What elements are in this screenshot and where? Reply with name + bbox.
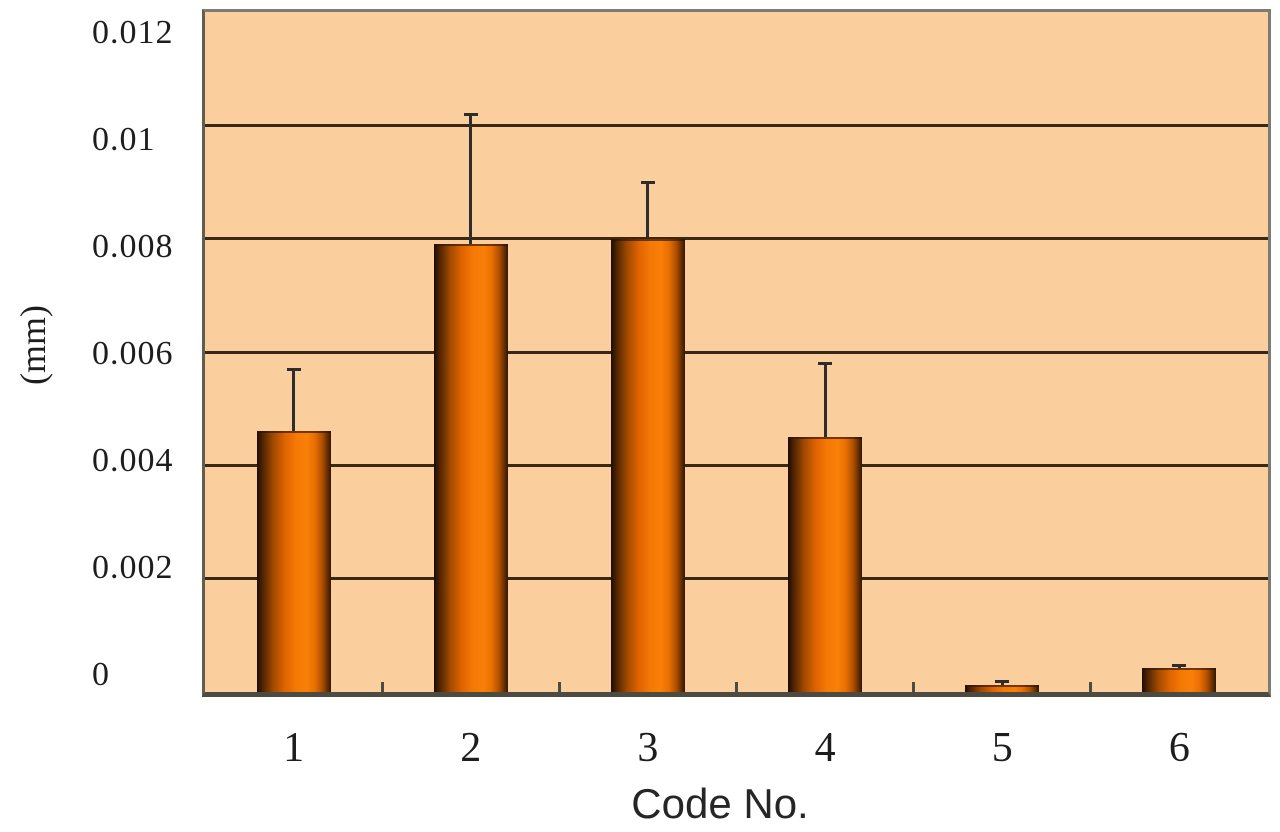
x-axis-tick-4 <box>912 682 916 692</box>
x-tick-label-4: 4 <box>814 725 836 771</box>
y-tick-label-0.008: 0.008 <box>92 228 174 265</box>
error-bar-line-5 <box>1000 680 1004 686</box>
x-tick-label-5: 5 <box>991 725 1013 771</box>
x-axis-tick-3 <box>735 682 738 692</box>
bar-code-5 <box>965 685 1040 692</box>
error-bar-cap-1 <box>286 368 301 371</box>
y-tick-label-0.004: 0.004 <box>92 442 174 479</box>
error-bar-cap-4 <box>818 362 833 366</box>
error-bar-cap-3 <box>640 181 655 184</box>
y-tick-label-0.002: 0.002 <box>92 549 174 586</box>
y-tick-label-0.006: 0.006 <box>92 335 174 372</box>
bar-code-1 <box>256 431 331 692</box>
bar-code-6 <box>1142 668 1217 692</box>
plot-area <box>202 9 1271 697</box>
bar-code-3 <box>610 238 685 692</box>
gridline-0.004 <box>205 463 1268 467</box>
y-tick-label-0.012: 0.012 <box>92 14 174 51</box>
error-bar-cap-6 <box>1172 663 1187 667</box>
error-bar-line-2 <box>469 114 473 245</box>
x-tick-label-6: 6 <box>1168 725 1190 771</box>
x-axis-tick-1 <box>380 682 384 692</box>
x-tick-label-2: 2 <box>460 725 482 771</box>
error-bar-line-1 <box>292 369 296 432</box>
gridline-0.006 <box>205 350 1268 354</box>
error-bar-line-4 <box>823 363 827 437</box>
gridline-0.008 <box>205 237 1268 241</box>
error-bar-cap-2 <box>463 113 478 116</box>
x-axis-tick-5 <box>1089 682 1093 692</box>
error-bar-line-3 <box>646 182 650 239</box>
x-axis-tick-2 <box>557 682 561 692</box>
y-tick-label-0: 0 <box>92 656 110 693</box>
y-axis-title: (mm) <box>13 305 53 385</box>
error-bar-cap-5 <box>995 679 1010 683</box>
x-tick-label-3: 3 <box>637 725 659 771</box>
x-tick-label-1: 1 <box>283 725 305 771</box>
gridline-0.002 <box>205 577 1268 581</box>
gridline-0.01 <box>205 123 1268 127</box>
bar-code-2 <box>433 244 508 692</box>
x-axis-title: Code No. <box>631 780 809 827</box>
y-tick-label-0.01: 0.01 <box>92 121 156 158</box>
bar-code-4 <box>788 437 863 692</box>
